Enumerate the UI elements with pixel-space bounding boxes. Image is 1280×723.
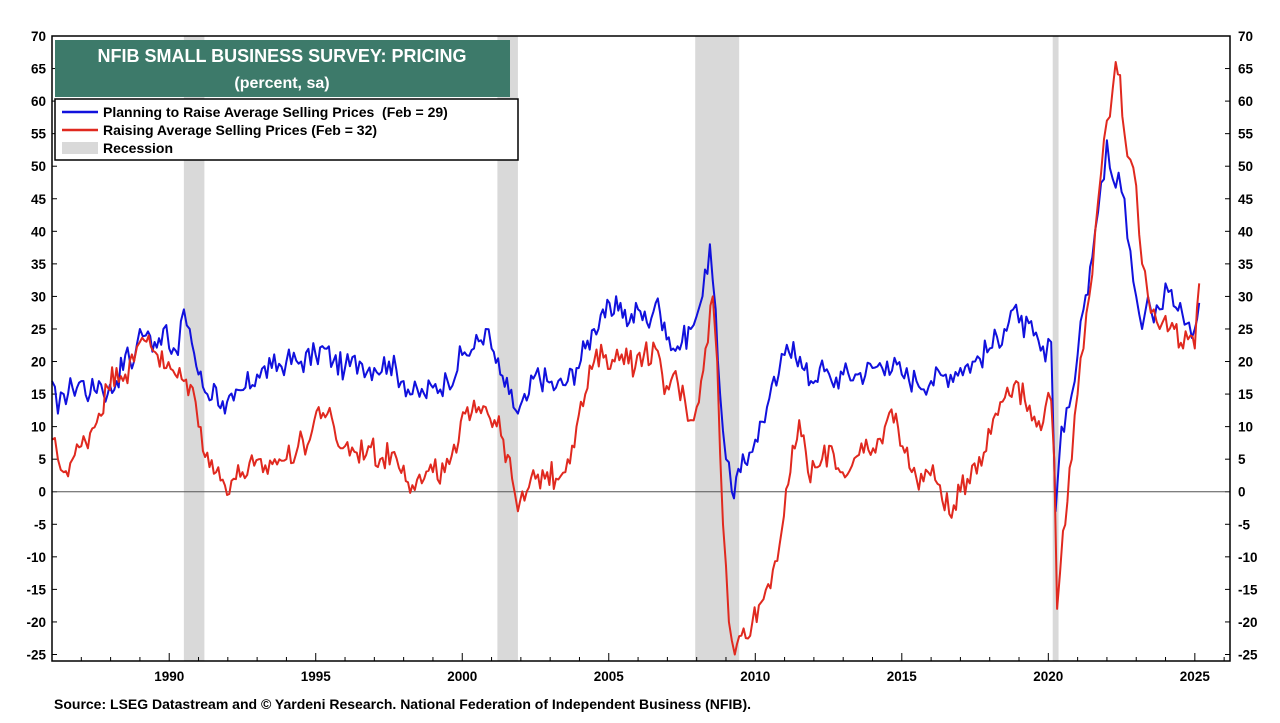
series-lines: [51, 61, 1201, 656]
y-tick-label-right-0: 70: [1238, 29, 1253, 44]
x-tick-label-5: 2015: [887, 669, 918, 684]
y-tick-label-left-10: 20: [31, 355, 46, 370]
y-tick-label-right-3: 55: [1238, 127, 1254, 142]
y-tick-label-right-12: 10: [1238, 420, 1253, 435]
y-tick-label-left-14: 0: [38, 485, 46, 500]
y-tick-label-right-7: 35: [1238, 257, 1254, 272]
legend-label-recession: Recession: [103, 140, 173, 156]
y-tick-label-left-19: -25: [26, 647, 46, 662]
y-tick-label-left-7: 35: [31, 257, 47, 272]
y-tick-label-right-2: 60: [1238, 94, 1253, 109]
legend-label-raising: Raising Average Selling Prices (Feb = 32…: [103, 122, 377, 138]
y-tick-label-right-17: -15: [1238, 582, 1258, 597]
y-tick-label-left-4: 50: [31, 159, 46, 174]
x-tick-label-4: 2010: [740, 669, 770, 684]
x-tick-label-2: 2000: [447, 669, 477, 684]
source-note: Source: LSEG Datastream and © Yardeni Re…: [54, 696, 751, 712]
recession-band-3: [1052, 36, 1059, 661]
y-tick-label-right-15: -5: [1238, 517, 1250, 532]
chart-title: NFIB SMALL BUSINESS SURVEY: PRICING: [97, 46, 466, 66]
y-tick-label-right-4: 50: [1238, 159, 1253, 174]
y-tick-label-left-8: 30: [31, 289, 46, 304]
y-tick-label-right-19: -25: [1238, 647, 1258, 662]
y-tick-label-left-3: 55: [31, 127, 47, 142]
y-tick-label-left-12: 10: [31, 420, 46, 435]
y-tick-label-left-6: 40: [31, 224, 46, 239]
x-tick-label-3: 2005: [594, 669, 625, 684]
y-tick-label-right-16: -10: [1238, 550, 1258, 565]
title-background: [55, 40, 510, 97]
y-tick-label-left-5: 45: [31, 192, 47, 207]
legend-swatch-recession: [62, 142, 98, 154]
series-line-raising: [51, 61, 1201, 656]
y-tick-label-left-0: 70: [31, 29, 46, 44]
y-tick-label-left-11: 15: [31, 387, 47, 402]
y-tick-label-left-16: -10: [26, 550, 46, 565]
y-tick-label-left-18: -20: [26, 615, 46, 630]
recession-band-0: [183, 36, 205, 661]
y-tick-label-right-9: 25: [1238, 322, 1254, 337]
y-tick-label-right-1: 65: [1238, 62, 1254, 77]
y-tick-label-right-10: 20: [1238, 355, 1253, 370]
y-tick-label-right-13: 5: [1238, 452, 1246, 467]
y-tick-label-right-14: 0: [1238, 485, 1246, 500]
chart-subtitle: (percent, sa): [234, 75, 329, 92]
y-tick-label-right-8: 30: [1238, 289, 1253, 304]
y-tick-label-left-2: 60: [31, 94, 46, 109]
y-tick-label-left-17: -15: [26, 582, 46, 597]
y-tick-label-left-15: -5: [34, 517, 46, 532]
recession-bands: [183, 36, 1059, 661]
x-tick-label-1: 1995: [301, 669, 332, 684]
x-tick-label-6: 2020: [1033, 669, 1063, 684]
y-tick-label-left-9: 25: [31, 322, 47, 337]
series-line-planning: [51, 139, 1201, 513]
legend-label-planning: Planning to Raise Average Selling Prices…: [103, 104, 448, 120]
title-box: NFIB SMALL BUSINESS SURVEY: PRICING (per…: [55, 40, 510, 97]
y-tick-label-right-11: 15: [1238, 387, 1254, 402]
plot-frame: [51, 35, 1231, 662]
x-tick-label-0: 1990: [154, 669, 184, 684]
y-tick-label-right-18: -20: [1238, 615, 1258, 630]
y-tick-label-right-5: 45: [1238, 192, 1254, 207]
y-tick-label-left-1: 65: [31, 62, 47, 77]
legend-frame: [54, 98, 519, 161]
recession-band-1: [497, 36, 518, 661]
legend: Planning to Raise Average Selling Prices…: [54, 98, 519, 161]
x-tick-label-7: 2025: [1180, 669, 1211, 684]
y-tick-label-right-6: 40: [1238, 224, 1253, 239]
y-tick-label-left-13: 5: [38, 452, 46, 467]
